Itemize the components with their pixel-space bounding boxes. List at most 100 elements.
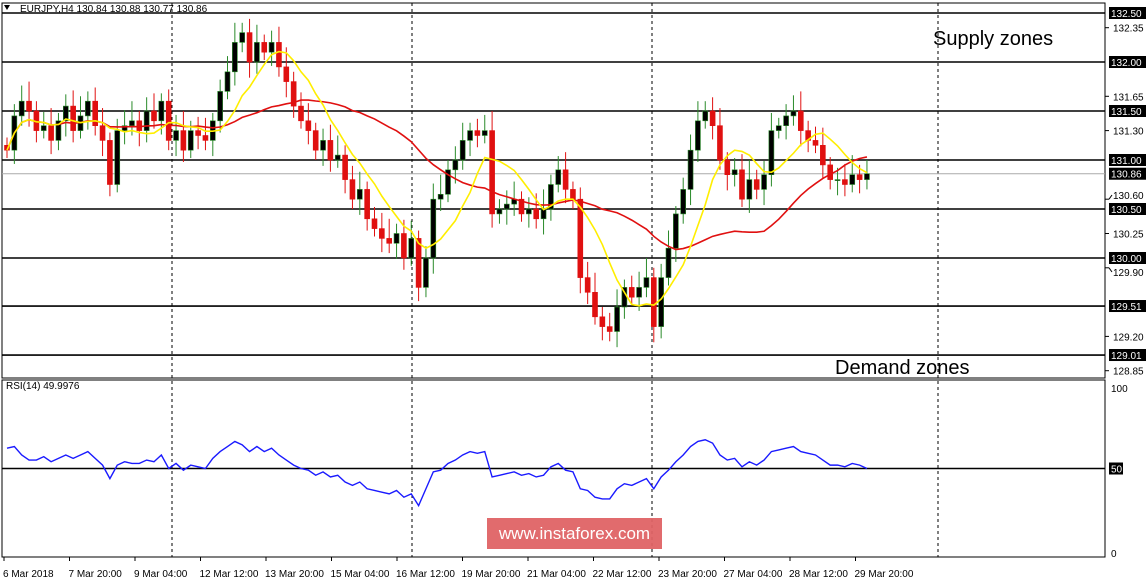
bear-candle — [628, 287, 635, 298]
bull-candle — [731, 169, 738, 176]
bull-candle — [445, 169, 451, 195]
rsi-tick-label: 50 — [1111, 465, 1123, 476]
time-label: 15 Mar 04:00 — [331, 569, 390, 580]
bear-candle — [599, 316, 606, 327]
bear-candle — [99, 125, 106, 141]
rsi-level-tag — [1109, 462, 1123, 475]
bear-candle — [349, 179, 356, 200]
bear-candle — [261, 42, 268, 53]
bear-candle — [26, 100, 32, 112]
bull-candle — [423, 257, 429, 288]
bear-candle — [606, 326, 613, 332]
bear-candle — [290, 81, 297, 107]
bull-candle — [481, 130, 488, 136]
bear-candle — [518, 198, 525, 215]
bull-candle — [40, 125, 47, 131]
level-price-label: 131.50 — [1111, 107, 1142, 118]
time-label: 9 Mar 04:00 — [134, 569, 188, 580]
rsi-label: RSI(14) 49.9976 — [6, 381, 80, 392]
bull-candle — [695, 120, 701, 151]
bear-candle — [739, 169, 745, 200]
bull-candle — [548, 184, 554, 210]
price-tick-label: 130.60 — [1113, 191, 1144, 202]
bull-candle — [761, 174, 767, 190]
bull-candle — [673, 213, 679, 249]
price-tick-label: 131.30 — [1113, 127, 1144, 138]
bear-candle — [489, 130, 495, 215]
level-price-tag — [1109, 56, 1146, 68]
bull-candle — [467, 130, 473, 141]
bull-candle — [790, 110, 797, 117]
bull-candle — [239, 32, 245, 43]
bear-candle — [305, 120, 312, 131]
level-price-label: 131.00 — [1111, 156, 1142, 167]
slow-moving-average — [6, 99, 868, 251]
level-price-label: 129.51 — [1111, 302, 1142, 313]
bull-candle — [864, 173, 870, 180]
bull-candle — [775, 125, 782, 131]
bull-candle — [503, 203, 510, 210]
demand-zones-label: Demand zones — [835, 357, 970, 379]
bull-candle — [254, 42, 260, 63]
bull-candle — [636, 287, 642, 298]
price-tick-label: 129.90 — [1113, 268, 1144, 279]
bull-candle — [334, 154, 341, 161]
time-label: 13 Mar 20:00 — [265, 569, 324, 580]
bear-candle — [415, 238, 422, 288]
price-tick-connector — [1108, 194, 1113, 200]
bear-candle — [371, 218, 378, 229]
bull-candle — [85, 100, 91, 117]
level-price-tag — [1109, 300, 1146, 313]
bull-candle — [430, 198, 437, 259]
bull-candle — [121, 125, 128, 131]
time-label: 12 Mar 12:00 — [200, 569, 259, 580]
chart-title: EURJPY,H4 130.84 130.88 130.77 130.86 — [20, 4, 208, 15]
bull-candle — [143, 110, 150, 131]
bull-candle — [702, 110, 709, 122]
price-tick-connector — [1108, 267, 1113, 273]
bear-candle — [584, 277, 591, 293]
time-label: 6 Mar 2018 — [3, 569, 54, 580]
time-label: 28 Mar 12:00 — [789, 569, 848, 580]
bear-candle — [202, 135, 209, 141]
fast-moving-average — [6, 50, 868, 307]
bull-candle — [526, 208, 532, 215]
main-panel-border — [1, 2, 1106, 379]
price-tick-label: 130.25 — [1113, 230, 1144, 241]
bear-candle — [151, 110, 157, 122]
bear-candle — [70, 105, 76, 131]
bear-candle — [107, 140, 113, 185]
bull-candle — [459, 140, 466, 161]
bear-candle — [298, 105, 304, 122]
bear-candle — [401, 233, 407, 259]
dropdown-arrow-icon[interactable] — [4, 5, 10, 10]
bear-candle — [856, 174, 863, 180]
time-label: 7 Mar 20:00 — [69, 569, 123, 580]
bear-candle — [577, 198, 584, 278]
bear-candle — [797, 110, 804, 131]
level-price-label: 130.50 — [1111, 205, 1142, 216]
bear-candle — [717, 125, 723, 161]
bull-candle — [55, 120, 62, 141]
bear-candle — [364, 189, 370, 220]
level-price-tag — [1109, 105, 1146, 117]
bull-candle — [129, 120, 135, 127]
level-price-label: 132.50 — [1111, 9, 1142, 20]
bull-candle — [680, 189, 687, 215]
bear-candle — [92, 100, 98, 126]
bear-candle — [570, 189, 576, 200]
rsi-tick-label: 0 — [1111, 549, 1117, 560]
bear-candle — [379, 228, 385, 239]
bull-candle — [187, 130, 194, 151]
bear-candle — [592, 291, 598, 318]
bear-candle — [474, 130, 481, 136]
level-price-tag — [1109, 349, 1146, 362]
price-tick-label: 132.35 — [1113, 24, 1144, 35]
bear-candle — [180, 130, 187, 151]
bear-candle — [812, 140, 819, 146]
time-label: 22 Mar 12:00 — [593, 569, 652, 580]
level-price-label: 132.00 — [1111, 58, 1142, 69]
bull-candle — [173, 130, 179, 141]
bear-candle — [136, 120, 143, 131]
